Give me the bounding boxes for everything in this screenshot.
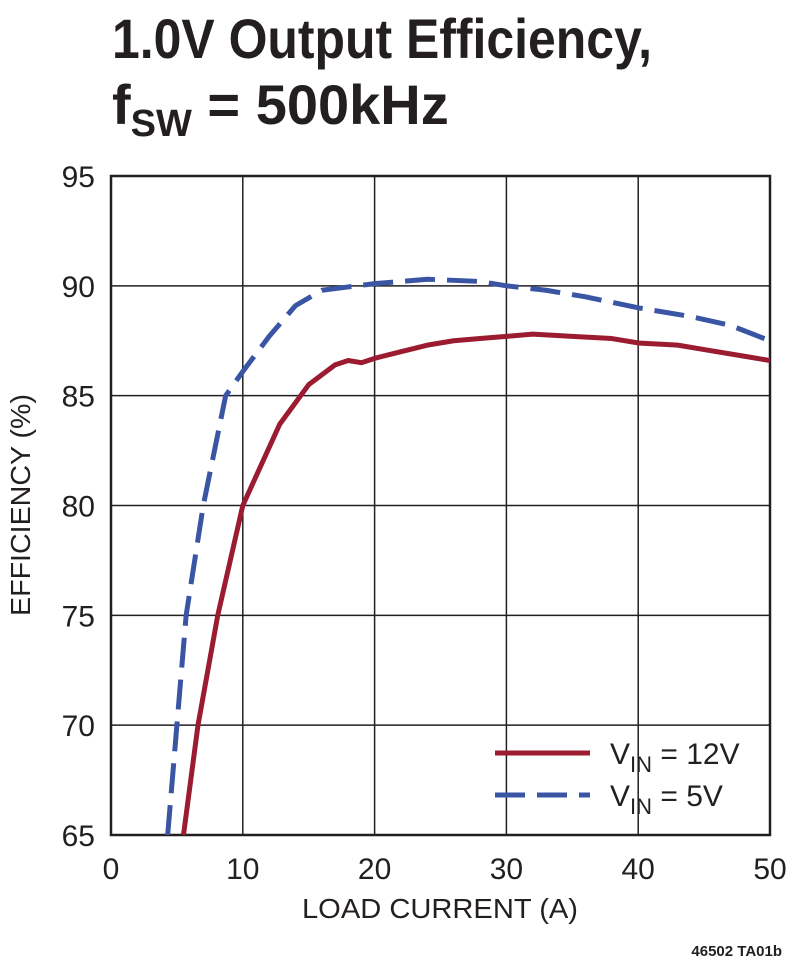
chart-title: 1.0V Output Efficiency, (112, 7, 652, 70)
x-tick-label: 30 (490, 853, 523, 886)
y-tick-label: 70 (62, 710, 95, 743)
x-tick-label: 50 (753, 853, 786, 886)
title-part: = 500kHz (192, 73, 449, 136)
legend-part: V (610, 738, 630, 771)
title-part: f (112, 73, 131, 136)
plot-frame (109, 174, 772, 837)
y-tick-label: 95 (62, 161, 95, 194)
y-axis-label: EFFICIENCY (%) (5, 394, 36, 616)
y-tick-label: 75 (62, 600, 95, 633)
legend-part: V (610, 780, 630, 813)
y-tick-label: 65 (62, 820, 95, 853)
chart-subtitle: fSW = 500kHz (112, 73, 449, 145)
y-tick-label: 80 (62, 491, 95, 524)
y-tick-label: 85 (62, 381, 95, 414)
legend-label: VIN = 5V (610, 780, 723, 819)
x-axis-label: LOAD CURRENT (A) (302, 893, 578, 924)
legend-subscript: IN (630, 752, 652, 777)
x-tick-label: 0 (103, 853, 120, 886)
legend-part: = 12V (652, 738, 740, 771)
legend-subscript: IN (630, 794, 652, 819)
title-subscript: SW (131, 103, 192, 145)
data-line (165, 276, 770, 835)
y-tick-label: 90 (62, 271, 95, 304)
data-line (181, 331, 770, 835)
x-tick-label: 40 (622, 853, 655, 886)
legend-part: = 5V (652, 780, 723, 813)
legend-label: VIN = 12V (610, 738, 740, 777)
x-tick-label: 20 (358, 853, 391, 886)
figure-note: 46502 TA01b (691, 943, 782, 960)
x-tick-label: 10 (226, 853, 259, 886)
